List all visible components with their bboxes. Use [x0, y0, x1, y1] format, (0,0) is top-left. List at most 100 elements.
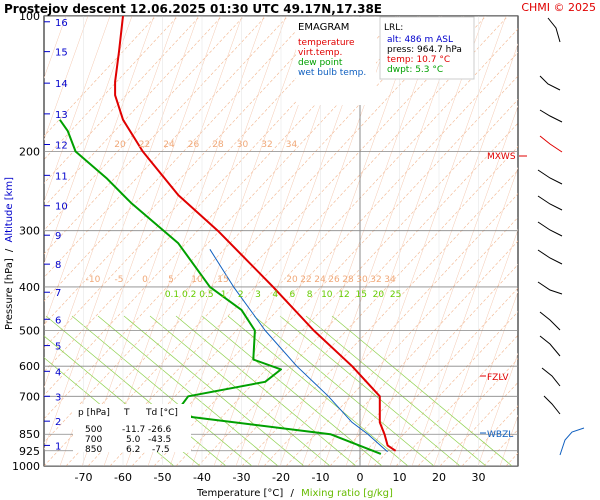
adiabat-label-upper: 22	[139, 140, 150, 150]
table-row-500-t: -11.7	[122, 425, 145, 435]
legend-dew-point: dew point	[298, 58, 343, 68]
table-row-700-td: -43.5	[148, 435, 171, 445]
moist-adiabat	[44, 16, 177, 388]
table-bg	[73, 404, 191, 452]
pressure-tick-label: 700	[19, 390, 40, 403]
mixing-ratio-line	[279, 315, 461, 466]
altitude-tick-label: 7	[55, 288, 61, 299]
temperature-tick-label: -70	[75, 471, 93, 484]
table-row-850-t: 6.2	[126, 445, 140, 455]
label-layer: 1002003004005006007008509251000123456789…	[12, 10, 486, 484]
dry-adiabat	[505, 452, 518, 466]
dry-adiabat	[87, 16, 509, 466]
legend-temperature: temperature	[298, 38, 355, 48]
mixing-ratio-label: 12	[338, 290, 349, 300]
dry-adiabat	[175, 99, 518, 466]
lrl-press: press: 964.7 hPa	[387, 45, 462, 55]
mixing-ratio-line	[175, 315, 357, 466]
xlabel-temp: Temperature [°C]	[196, 488, 283, 499]
dry-adiabat	[219, 146, 518, 466]
dry-adiabat	[109, 28, 518, 466]
lrl-dwpt: dwpt: 5.3 °C	[387, 65, 443, 75]
legend-title: EMAGRAM	[298, 22, 349, 33]
wind-barb	[537, 195, 563, 211]
dry-adiabat	[44, 16, 311, 302]
adiabat-label-lower: 30	[356, 275, 368, 285]
adiabat-label-lower: 24	[314, 275, 326, 285]
wind-barb	[543, 395, 561, 415]
adiabat-label-lower: 28	[342, 275, 354, 285]
mixing-ratio-line	[305, 315, 487, 466]
moist-adiabat	[301, 16, 463, 466]
data-table: p [hPa] T Td [°C] 500 -11.7 -26.6 700 5.…	[73, 404, 191, 455]
pressure-tick-label: 600	[19, 360, 40, 373]
dry-adiabat	[197, 122, 518, 466]
dry-adiabat	[329, 264, 518, 466]
dry-adiabat	[263, 193, 518, 466]
dry-adiabat	[44, 16, 289, 278]
temperature-tick-label: -10	[312, 471, 330, 484]
wind-barb	[537, 221, 563, 237]
moist-adiabat	[389, 105, 518, 466]
adiabat-label-upper: 24	[163, 140, 175, 150]
mxws-marker: MXWS	[487, 152, 516, 162]
moist-adiabat	[566, 16, 600, 466]
mixing-ratio-line	[71, 315, 253, 466]
table-row-700-p: 700	[85, 435, 102, 445]
dry-adiabat	[285, 216, 518, 466]
xlabel-mixing: Mixing ratio [g/kg]	[301, 488, 393, 499]
mixing-ratio-line	[45, 315, 227, 466]
legend-wet-bulb: wet bulb temp.	[298, 68, 366, 78]
moist-adiabat	[44, 16, 89, 141]
altitude-tick-label: 15	[55, 48, 68, 59]
dry-adiabat	[241, 169, 518, 466]
adiabat-label-lower: 0	[142, 275, 148, 285]
altitude-tick-label: 2	[55, 417, 61, 428]
dry-adiabat	[594, 16, 600, 466]
temperature-tick-label: -30	[233, 471, 251, 484]
legend-bg	[296, 17, 376, 105]
altitude-tick-label: 9	[55, 231, 61, 242]
table-header-t: T	[123, 408, 130, 418]
adiabat-label-upper: 26	[188, 140, 200, 150]
dry-adiabat	[550, 16, 600, 466]
mixing-ratio-label: 6	[290, 290, 296, 300]
dry-adiabat	[572, 16, 600, 466]
wind-profile-low	[559, 427, 585, 456]
pressure-tick-label: 300	[19, 225, 40, 238]
dry-adiabat	[44, 16, 355, 349]
dry-adiabat	[44, 16, 465, 466]
altitude-tick-label: 5	[55, 342, 61, 353]
mixing-ratio-label: 10	[321, 290, 333, 300]
adiabat-label-lower: 26	[328, 275, 340, 285]
dry-adiabat	[44, 16, 267, 255]
xlabel-sep: /	[291, 488, 295, 499]
lrl-box: LRL: alt: 486 m ASL press: 964.7 hPa tem…	[379, 16, 475, 80]
adiabat-label-upper: 34	[286, 140, 298, 150]
adiabat-label-upper: 28	[212, 140, 224, 150]
moist-adiabat	[477, 352, 518, 466]
ylabel-altitude: Altitude [km]	[4, 177, 15, 243]
series-wet-bulb-temp	[209, 249, 388, 453]
mixing-ratio-line	[331, 315, 513, 466]
temperature-tick-label: 0	[357, 471, 364, 484]
pressure-tick-label: 400	[19, 281, 40, 294]
mixing-ratio-label: 20	[373, 290, 385, 300]
mixing-ratio-label: 4	[272, 290, 278, 300]
pressure-tick-label: 500	[19, 325, 40, 338]
grid-layer	[44, 16, 600, 466]
mixing-ratio-label: 2	[238, 290, 244, 300]
temperature-tick-label: -40	[193, 471, 211, 484]
altitude-tick-label: 4	[55, 367, 61, 378]
temperature-tick-label: -50	[154, 471, 172, 484]
mixing-ratio-line	[201, 315, 383, 466]
wind-barb	[537, 169, 563, 185]
altitude-tick-label: 8	[55, 260, 61, 271]
dry-adiabat	[528, 16, 600, 466]
pressure-tick-label: 925	[19, 445, 40, 458]
temperature-tick-label: 30	[472, 471, 486, 484]
altitude-tick-label: 16	[55, 18, 68, 29]
table-row-850-td: -7.5	[152, 445, 170, 455]
moist-adiabat	[522, 16, 600, 466]
adiabat-label-lower: 34	[384, 275, 396, 285]
